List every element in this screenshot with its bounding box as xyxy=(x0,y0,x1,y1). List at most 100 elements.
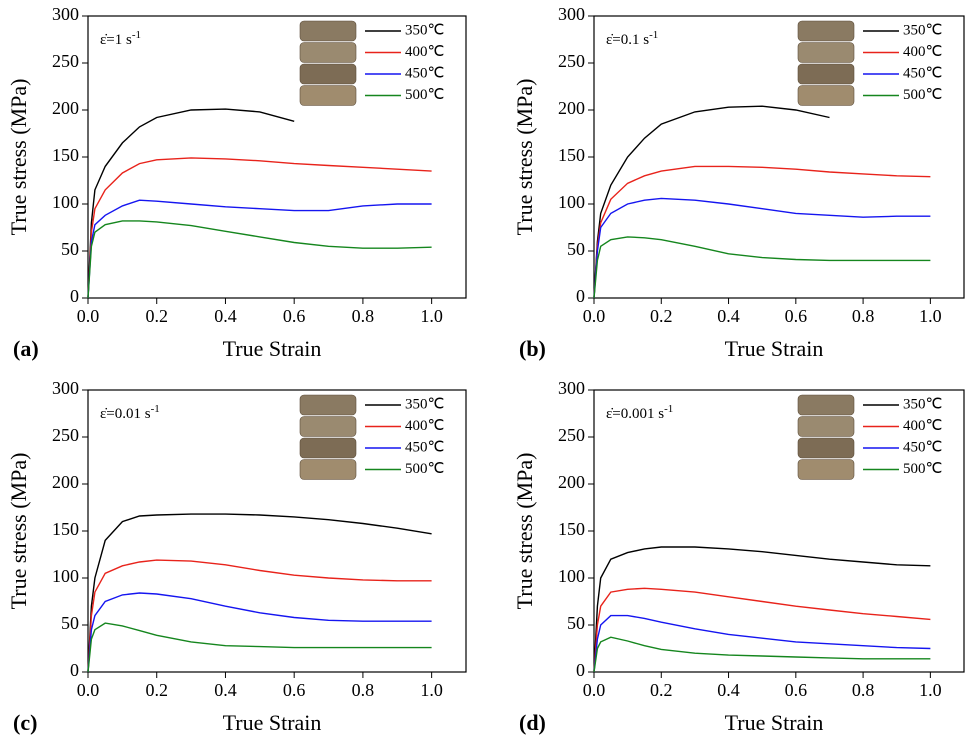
x-tick-label: 0.4 xyxy=(717,680,740,700)
x-tick-label: 0.8 xyxy=(352,306,375,326)
x-axis-label: True Strain xyxy=(725,710,824,735)
y-tick-label: 150 xyxy=(558,519,585,539)
y-tick-label: 200 xyxy=(52,98,79,118)
x-tick-label: 0.2 xyxy=(145,680,168,700)
sample-photo xyxy=(797,459,855,480)
y-axis-label: True stress (MPa) xyxy=(6,453,31,610)
rate-annotation: ε̇=1 s-1 xyxy=(100,29,141,48)
legend-label: 350℃ xyxy=(903,22,942,38)
sample-photo xyxy=(299,416,357,437)
x-tick-label: 0.8 xyxy=(852,306,875,326)
panel-label: (c) xyxy=(13,710,37,735)
series-line xyxy=(593,614,931,673)
sample-photo xyxy=(797,20,855,42)
x-tick-label: 1.0 xyxy=(420,680,443,700)
x-tick-label: 0.6 xyxy=(283,680,306,700)
y-tick-label: 250 xyxy=(52,51,79,71)
legend-label: 350℃ xyxy=(405,22,444,38)
panel-label: (a) xyxy=(13,336,39,361)
sample-photo xyxy=(299,394,357,416)
rate-annotation: ε̇=0.01 s-1 xyxy=(100,403,160,422)
y-tick-label: 0 xyxy=(576,660,585,680)
series-line xyxy=(593,105,830,299)
y-tick-label: 200 xyxy=(558,472,585,492)
y-tick-label: 150 xyxy=(52,519,79,539)
panel: 0 50 100 150 200 250 300 0.0 0.2 0.4 0.6 0.8 1.0 True… xyxy=(6,4,467,361)
sample-photo xyxy=(797,85,855,106)
y-tick-label: 50 xyxy=(567,613,585,633)
panel: 0 50 100 150 200 250 300 0.0 0.2 0.4 0.6 0.8 1.0 True… xyxy=(512,378,965,735)
y-tick-label: 300 xyxy=(52,378,79,398)
rate-exponent: -1 xyxy=(151,403,160,415)
series-line xyxy=(87,622,432,673)
rate-exponent: -1 xyxy=(132,29,141,41)
x-tick-label: 0.2 xyxy=(650,680,673,700)
sample-photo xyxy=(797,437,855,459)
x-tick-label: 0.8 xyxy=(352,680,375,700)
series-line xyxy=(87,513,432,673)
rate-text: ε̇=0.1 s xyxy=(606,32,649,48)
x-tick-label: 0.2 xyxy=(650,306,673,326)
rate-text: ε̇=1 s xyxy=(100,32,132,48)
x-tick-label: 0.6 xyxy=(785,306,808,326)
x-tick-label: 0.0 xyxy=(583,306,606,326)
x-tick-label: 0.2 xyxy=(145,306,168,326)
series-line xyxy=(87,199,432,299)
y-tick-label: 0 xyxy=(70,286,79,306)
sample-photo xyxy=(299,42,357,63)
y-tick-label: 200 xyxy=(52,472,79,492)
x-tick-label: 0.0 xyxy=(77,306,100,326)
legend-label: 350℃ xyxy=(903,396,942,412)
rate-exponent: -1 xyxy=(664,403,673,415)
x-tick-label: 0.0 xyxy=(77,680,100,700)
y-tick-label: 250 xyxy=(52,425,79,445)
rate-text: ε̇=0.01 s xyxy=(100,406,151,422)
rate-annotation: ε̇=0.001 s-1 xyxy=(606,403,673,422)
x-tick-label: 0.6 xyxy=(283,306,306,326)
series-line xyxy=(87,559,432,673)
legend-label: 500℃ xyxy=(405,461,444,477)
x-tick-label: 0.6 xyxy=(785,680,808,700)
y-tick-label: 200 xyxy=(558,98,585,118)
rate-text: ε̇=0.001 s xyxy=(606,406,664,422)
rate-annotation: ε̇=0.1 s-1 xyxy=(606,29,658,48)
sample-photo xyxy=(299,459,357,480)
panel: 0 50 100 150 200 250 300 0.0 0.2 0.4 0.6 0.8 1.0 True… xyxy=(512,4,965,361)
rate-exponent: -1 xyxy=(649,29,658,41)
sample-photo xyxy=(299,437,357,459)
y-tick-label: 300 xyxy=(558,4,585,24)
legend-label: 450℃ xyxy=(405,439,444,455)
series-line xyxy=(87,592,432,673)
legend-label: 500℃ xyxy=(903,461,942,477)
legend-label: 500℃ xyxy=(405,87,444,103)
series-line xyxy=(593,587,931,673)
panel: 0 50 100 150 200 250 300 0.0 0.2 0.4 0.6 0.8 1.0 True… xyxy=(6,378,467,735)
legend-label: 500℃ xyxy=(903,87,942,103)
y-axis-label: True stress (MPa) xyxy=(6,79,31,236)
y-tick-label: 0 xyxy=(576,286,585,306)
legend-label: 350℃ xyxy=(405,396,444,412)
y-tick-label: 150 xyxy=(558,145,585,165)
legend-label: 450℃ xyxy=(903,65,942,81)
series-line xyxy=(593,236,931,299)
sample-photo xyxy=(797,63,855,85)
x-tick-label: 0.4 xyxy=(717,306,740,326)
y-tick-label: 100 xyxy=(52,192,79,212)
legend-label: 400℃ xyxy=(405,44,444,60)
x-tick-label: 0.4 xyxy=(214,306,237,326)
y-tick-label: 50 xyxy=(567,239,585,259)
x-tick-label: 1.0 xyxy=(420,306,443,326)
series-line xyxy=(593,197,931,299)
x-axis-label: True Strain xyxy=(725,336,824,361)
series-line xyxy=(87,108,295,299)
legend-label: 400℃ xyxy=(903,44,942,60)
y-tick-label: 100 xyxy=(52,566,79,586)
y-axis-label: True stress (MPa) xyxy=(512,79,537,236)
legend-label: 400℃ xyxy=(903,418,942,434)
series-line xyxy=(593,546,931,673)
series-line xyxy=(87,220,432,299)
y-tick-label: 250 xyxy=(558,51,585,71)
x-axis-label: True Strain xyxy=(223,336,322,361)
